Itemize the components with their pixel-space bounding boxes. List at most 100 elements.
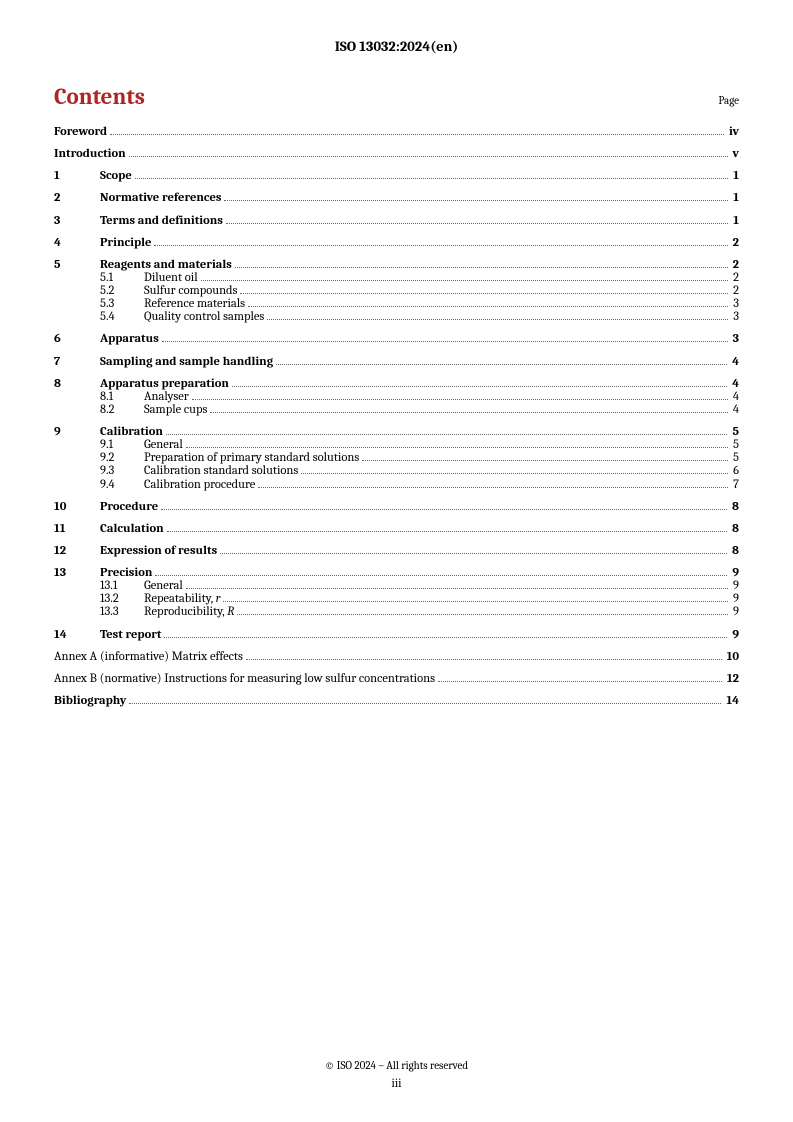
toc-entry-introduction[interactable]: Introduction v <box>54 148 739 161</box>
leader-dots <box>235 267 728 268</box>
table-of-contents: Foreword iv Introduction v 1 Scope 1 2 N… <box>54 126 739 708</box>
toc-entry-6[interactable]: 6 Apparatus 3 <box>54 333 739 346</box>
leader-dots <box>129 703 721 704</box>
toc-entry-14[interactable]: 14 Test report 9 <box>54 629 739 642</box>
toc-page: 4 <box>730 356 739 369</box>
toc-page: 4 <box>731 391 739 404</box>
toc-entry-3[interactable]: 3 Terms and definitions 1 <box>54 215 739 228</box>
toc-entry-10[interactable]: 10 Procedure 8 <box>54 501 739 514</box>
leader-dots <box>362 460 728 461</box>
contents-header: Contents Page <box>54 83 739 110</box>
toc-entry-annex-a[interactable]: Annex A (informative) Matrix effects 10 <box>54 651 739 664</box>
page-column-label: Page <box>718 94 739 107</box>
footer-copyright: © ISO 2024 – All rights reserved <box>0 1059 793 1072</box>
toc-entry-5[interactable]: 5 Reagents and materials 2 <box>54 259 739 272</box>
toc-page: 14 <box>724 695 739 708</box>
toc-page: 10 <box>725 651 739 664</box>
leader-dots <box>192 399 728 400</box>
leader-dots <box>237 614 728 615</box>
toc-label: Quality control samples <box>144 311 264 324</box>
toc-label: Terms and definitions <box>100 215 223 228</box>
leader-dots <box>135 178 729 179</box>
toc-entry-9-4[interactable]: 9.4 Calibration procedure 7 <box>54 479 739 492</box>
leader-dots <box>224 200 728 201</box>
toc-number: 9.4 <box>100 479 144 492</box>
toc-label: Sample cups <box>144 404 207 417</box>
toc-number: 13 <box>54 567 100 580</box>
leader-dots <box>267 319 728 320</box>
toc-label: Principle <box>100 237 151 250</box>
toc-label-text: Reproducibility, <box>144 605 227 619</box>
toc-label: Normative references <box>100 192 221 205</box>
toc-number: 1 <box>54 170 100 183</box>
toc-page: 8 <box>730 501 739 514</box>
leader-dots <box>186 588 728 589</box>
toc-label: Reagents and materials <box>100 259 232 272</box>
toc-label: Foreword <box>54 126 107 139</box>
toc-entry-8-1[interactable]: 8.1 Analyser 4 <box>54 391 739 404</box>
toc-number: 8 <box>54 378 100 391</box>
leader-dots <box>248 306 728 307</box>
leader-dots <box>210 412 728 413</box>
toc-label: Expression of results <box>100 545 217 558</box>
toc-entry-13-3[interactable]: 13.3 Reproducibility, R 9 <box>54 606 739 619</box>
toc-page: 4 <box>731 404 739 417</box>
toc-number: 5.4 <box>100 311 144 324</box>
leader-dots <box>186 447 728 448</box>
toc-entry-foreword[interactable]: Foreword iv <box>54 126 739 139</box>
toc-page: iv <box>727 126 739 139</box>
leader-dots <box>258 487 728 488</box>
leader-dots <box>232 386 727 387</box>
toc-label: Introduction <box>54 148 126 161</box>
toc-page: 9 <box>731 606 739 619</box>
toc-entry-bibliography[interactable]: Bibliography 14 <box>54 695 739 708</box>
annex-prefix: Annex A <box>54 650 97 664</box>
toc-page: 1 <box>731 215 739 228</box>
leader-dots <box>220 553 727 554</box>
page-footer: © ISO 2024 – All rights reserved iii <box>0 1059 793 1090</box>
leader-dots <box>438 681 722 682</box>
toc-page: 3 <box>731 311 739 324</box>
toc-page: 1 <box>731 192 739 205</box>
toc-number: 11 <box>54 523 100 536</box>
toc-entry-12[interactable]: 12 Expression of results 8 <box>54 545 739 558</box>
annex-paren: (informative) <box>97 650 172 664</box>
toc-entry-5-4[interactable]: 5.4 Quality control samples 3 <box>54 311 739 324</box>
toc-label: Calibration procedure <box>144 479 255 492</box>
toc-entry-8[interactable]: 8 Apparatus preparation 4 <box>54 378 739 391</box>
toc-number: 8.2 <box>100 404 144 417</box>
toc-entry-9-3[interactable]: 9.3 Calibration standard solutions 6 <box>54 465 739 478</box>
toc-label: Reproducibility, R <box>144 606 234 619</box>
toc-page: 7 <box>731 479 739 492</box>
toc-entry-4[interactable]: 4 Principle 2 <box>54 237 739 250</box>
toc-label-text: Repeatability, <box>144 592 216 606</box>
toc-label: Apparatus preparation <box>100 378 229 391</box>
toc-number: 13.3 <box>100 606 144 619</box>
toc-label: Procedure <box>100 501 158 514</box>
toc-page: 1 <box>731 170 739 183</box>
toc-number: 8.1 <box>100 391 144 404</box>
toc-page: 6 <box>731 465 739 478</box>
toc-label: Analyser <box>144 391 189 404</box>
leader-dots <box>162 341 728 342</box>
toc-entry-1[interactable]: 1 Scope 1 <box>54 170 739 183</box>
toc-label: Scope <box>100 170 132 183</box>
toc-number: 5 <box>54 259 100 272</box>
toc-page: v <box>731 148 740 161</box>
toc-label: Apparatus <box>100 333 159 346</box>
toc-label-italic: R <box>227 605 234 619</box>
leader-dots <box>223 601 728 602</box>
leader-dots <box>246 659 722 660</box>
leader-dots <box>166 434 728 435</box>
toc-page: 4 <box>730 378 739 391</box>
toc-entry-annex-b[interactable]: Annex B (normative) Instructions for mea… <box>54 673 739 686</box>
toc-entry-7[interactable]: 7 Sampling and sample handling 4 <box>54 356 739 369</box>
toc-label: Calculation <box>100 523 164 536</box>
toc-entry-8-2[interactable]: 8.2 Sample cups 4 <box>54 404 739 417</box>
toc-entry-11[interactable]: 11 Calculation 8 <box>54 523 739 536</box>
toc-entry-2[interactable]: 2 Normative references 1 <box>54 192 739 205</box>
toc-label: Calibration standard solutions <box>144 465 298 478</box>
toc-number: 9 <box>54 426 100 439</box>
toc-page: 9 <box>730 629 739 642</box>
toc-label-italic: r <box>216 592 221 606</box>
